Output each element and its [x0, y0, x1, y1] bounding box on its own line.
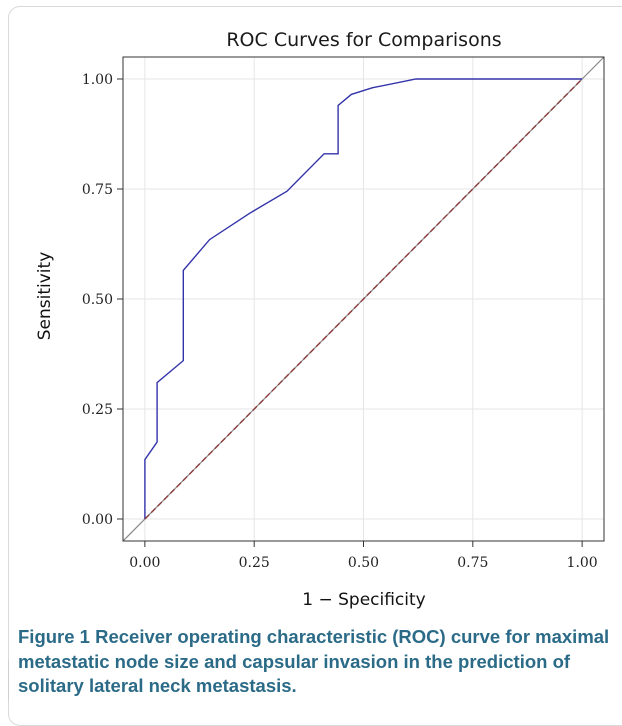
y-tick-label: 0.75 [82, 182, 113, 198]
y-tick-label: 1.00 [82, 72, 113, 88]
figure-caption: Figure 1 Receiver operating characterist… [18, 625, 613, 699]
y-tick-label: 0.50 [82, 292, 113, 308]
figure-label: Figure 1 [18, 626, 90, 647]
x-tick-label: 0.25 [239, 555, 270, 571]
roc-chart: ROC Curves for Comparisons 0.00 0.25 0.50 0… [35, 29, 605, 610]
x-tick-label: 0.75 [457, 555, 488, 571]
caption-text: Receiver operating characteristic (ROC) … [18, 626, 610, 696]
series-lines [122, 56, 605, 542]
y-axis-ticks: 0.00 0.25 0.50 0.75 1.00 [82, 72, 123, 528]
roc-curve-line [144, 78, 583, 519]
frame-edge [8, 660, 9, 701]
x-tick-label: 0.00 [129, 555, 160, 571]
chance-line [144, 78, 583, 520]
chart-title: ROC Curves for Comparisons [226, 29, 501, 51]
x-tick-label: 1.00 [567, 555, 598, 571]
x-tick-label: 0.50 [348, 555, 379, 571]
x-axis-label: 1 − Specificity [302, 590, 425, 610]
y-tick-label: 0.00 [82, 512, 113, 528]
y-axis-label: Sensitivity [35, 252, 55, 341]
y-tick-label: 0.25 [82, 402, 113, 418]
x-axis-ticks: 0.00 0.25 0.50 0.75 1.00 [129, 541, 598, 571]
